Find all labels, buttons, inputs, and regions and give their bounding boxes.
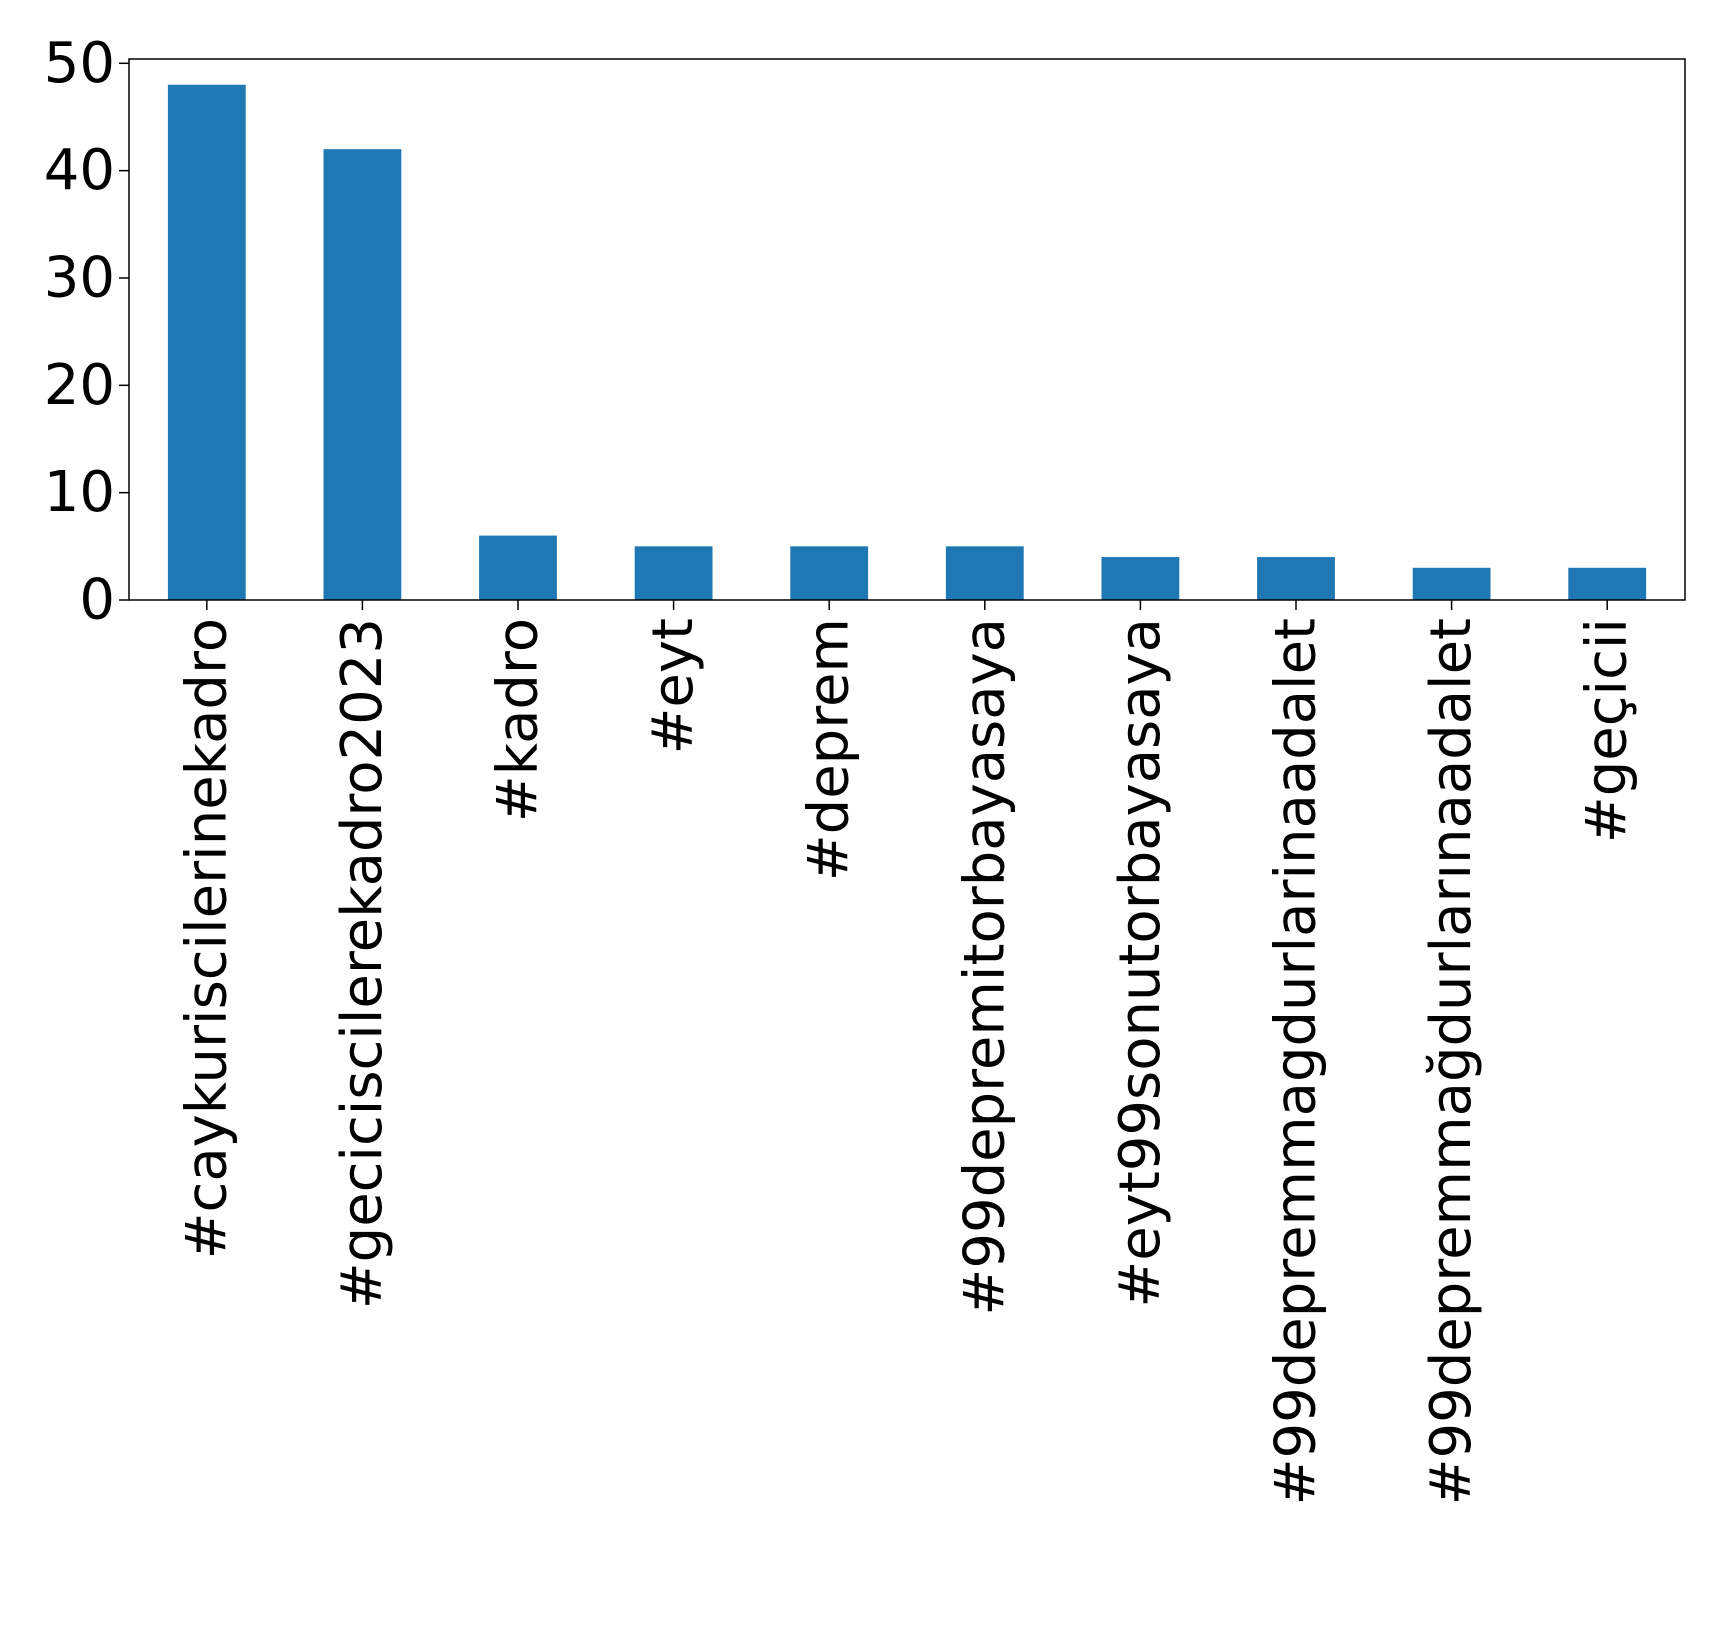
x-tick-label-2: #kadro <box>486 618 551 822</box>
bar-8 <box>1412 567 1491 600</box>
y-tick-label-1: 10 <box>44 460 115 525</box>
x-tick-label-9: #geçicii <box>1575 618 1640 843</box>
bar-4 <box>790 546 869 600</box>
bar-9 <box>1568 567 1647 600</box>
x-tick-label-6: #eyt99sonutorbayasaya <box>1108 618 1173 1308</box>
bar-1 <box>323 149 402 600</box>
y-tick-label-0: 0 <box>79 568 115 633</box>
bar-2 <box>479 535 557 600</box>
plot-frame <box>128 58 1686 601</box>
x-tick-label-0: #caykuriscilerinekadro <box>174 618 239 1259</box>
x-tick-label-8: #99depremmağdurlarınaadalet <box>1419 618 1484 1505</box>
y-tick-label-3: 30 <box>44 245 115 310</box>
x-tick-label-3: #eyt <box>641 618 706 754</box>
bar-6 <box>1101 557 1180 600</box>
bar-0 <box>167 84 246 600</box>
x-tick-label-1: #geciciscilerekadro2023 <box>330 618 395 1309</box>
y-axis: 0 10 20 30 40 50 <box>44 31 129 633</box>
x-tick-label-4: #deprem <box>797 618 862 881</box>
y-tick-label-2: 20 <box>44 353 115 418</box>
y-tick-label-4: 40 <box>44 138 115 203</box>
bar-3 <box>634 546 713 600</box>
x-tick-label-7: #99depremmagdurlarinaadalet <box>1264 618 1329 1505</box>
x-tick-label-5: #99depremitorbayasaya <box>952 618 1017 1316</box>
x-axis: #caykuriscilerinekadro #geciciscilerekadr… <box>174 600 1640 1505</box>
y-tick-label-5: 50 <box>44 31 115 96</box>
bars-layer <box>167 84 1647 600</box>
bar-5 <box>945 546 1024 600</box>
bar-7 <box>1257 557 1335 600</box>
